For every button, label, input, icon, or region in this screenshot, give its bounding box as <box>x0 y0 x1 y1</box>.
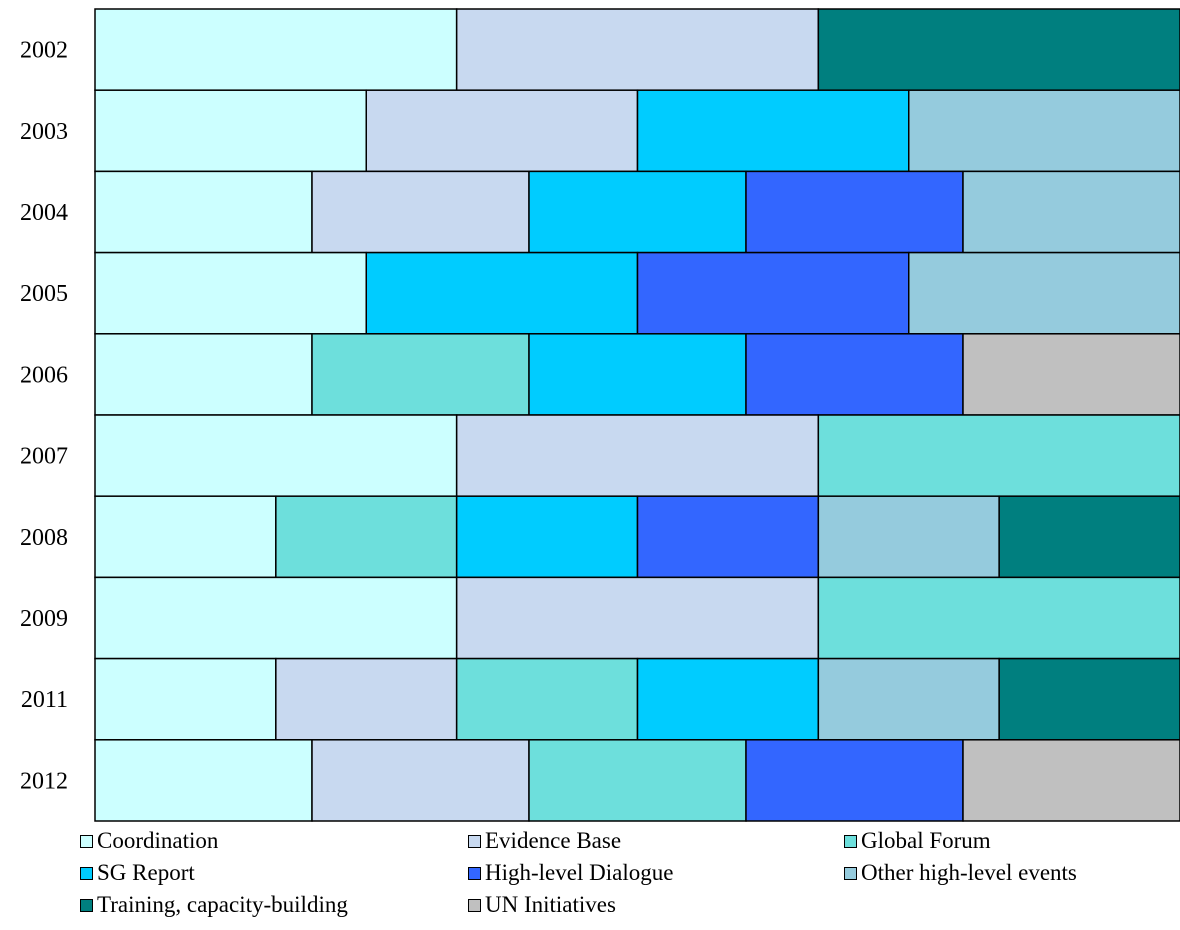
y-tick-label: 2009 <box>20 606 68 632</box>
y-tick-label: 2004 <box>20 200 68 226</box>
bar-segment <box>962 170 1180 254</box>
bar-segment <box>455 495 639 579</box>
legend-swatch <box>468 866 481 880</box>
y-tick-label: 2011 <box>21 687 68 713</box>
bar-segment <box>94 8 458 91</box>
bar-segment <box>275 657 458 741</box>
y-tick-label: 2006 <box>20 362 68 388</box>
bar-segment <box>817 495 1000 579</box>
bar-segment <box>311 333 530 416</box>
stacked-bar-chart: 2002 2003 2004 2005 2006 2007 2008 2009 2011 2012 <box>20 8 1180 822</box>
bar-segment <box>365 251 639 335</box>
bar-segment <box>94 576 458 660</box>
legend-item: Other high-level events <box>844 860 1077 886</box>
bar-segment <box>998 657 1180 741</box>
bar-segment <box>455 8 820 91</box>
legend-item: Coordination <box>80 828 218 854</box>
bar-segment <box>94 657 277 741</box>
bar-segment <box>455 657 639 741</box>
y-tick-label: 2002 <box>20 38 68 64</box>
legend-item: Evidence Base <box>468 828 621 854</box>
legend-swatch <box>468 898 481 912</box>
bar-segment <box>962 333 1180 416</box>
bar-segment <box>745 739 964 822</box>
bar-segment <box>745 170 964 254</box>
y-tick-label: 2012 <box>20 768 68 794</box>
legend-label: Global Forum <box>861 828 991 853</box>
legend-label: SG Report <box>97 860 195 885</box>
bar-segment <box>636 495 820 579</box>
bar-segment <box>817 414 1180 497</box>
legend-item: Training, capacity-building <box>80 892 348 918</box>
legend-swatch <box>80 834 93 848</box>
bar-segment <box>528 739 747 822</box>
bar-segment <box>817 657 1000 741</box>
legend-label: Evidence Base <box>485 828 622 853</box>
bar-segment <box>94 333 313 416</box>
y-tick-label: 2007 <box>20 444 68 470</box>
bar-segment <box>636 89 910 173</box>
y-tick-label: 2005 <box>20 281 68 307</box>
bar-segment <box>908 251 1180 335</box>
legend-item: SG Report <box>80 860 195 886</box>
legend-item: Global Forum <box>844 828 991 854</box>
legend-item: High-level Dialogue <box>468 860 673 886</box>
legend-label: Coordination <box>97 828 219 853</box>
bar-segment <box>94 739 313 822</box>
bar-segment <box>528 333 747 416</box>
legend-label: Training, capacity-building <box>97 892 348 917</box>
bar-segment <box>455 414 820 497</box>
legend-label: UN Initiatives <box>485 892 616 917</box>
legend-label: High-level Dialogue <box>485 860 674 885</box>
bar-segment <box>817 8 1180 91</box>
bar-segment <box>745 333 964 416</box>
bar-segment <box>94 495 277 579</box>
bar-segment <box>998 495 1180 579</box>
legend-label: Other high-level events <box>861 860 1077 885</box>
bar-segment <box>908 89 1180 173</box>
bar-segment <box>817 576 1180 660</box>
legend: Coordination Evidence Base Global Forum SG … <box>80 828 1180 928</box>
y-tick-label: 2003 <box>20 119 68 145</box>
legend-item: UN Initiatives <box>468 892 616 918</box>
bar-segment <box>455 576 820 660</box>
y-tick-label: 2008 <box>20 525 68 551</box>
bar-segment <box>94 251 367 335</box>
legend-swatch <box>80 866 93 880</box>
bar-segment <box>636 657 820 741</box>
legend-swatch <box>844 866 857 880</box>
bar-segment <box>275 495 458 579</box>
legend-swatch <box>468 834 481 848</box>
bar-segment <box>528 170 747 254</box>
bar-segment <box>962 739 1180 822</box>
legend-swatch <box>844 834 857 848</box>
bar-segment <box>94 414 458 497</box>
bar-segment <box>94 89 367 173</box>
bar-segment <box>94 170 313 254</box>
bar-segment <box>311 739 530 822</box>
bar-segment <box>311 170 530 254</box>
legend-swatch <box>80 898 93 912</box>
bar-segment <box>636 251 910 335</box>
bar-segment <box>365 89 639 173</box>
